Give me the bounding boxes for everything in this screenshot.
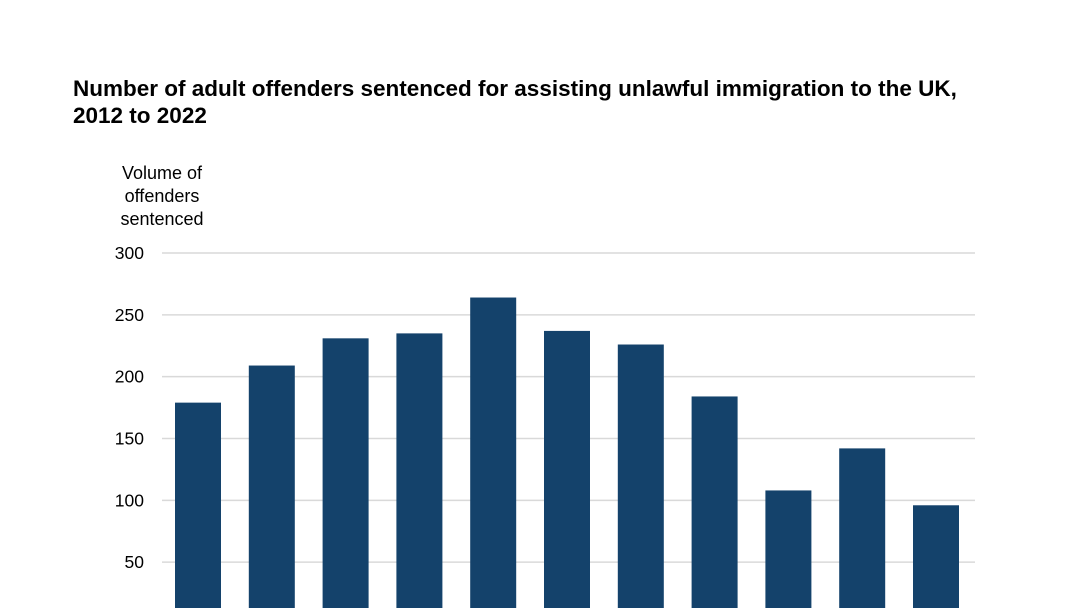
y-tick-label: 250 — [115, 305, 144, 325]
bar — [691, 396, 738, 608]
bar — [175, 402, 221, 608]
bar — [322, 338, 369, 608]
bar — [617, 344, 664, 608]
bar — [248, 365, 295, 608]
bar — [396, 333, 443, 608]
y-tick-label: 150 — [115, 429, 144, 449]
y-axis-label: Volume of offenders sentenced — [120, 163, 204, 229]
bar — [913, 505, 959, 608]
y-tick-label: 300 — [115, 243, 144, 263]
y-tick-label: 50 — [125, 552, 145, 572]
bar — [839, 448, 886, 608]
bar — [470, 297, 517, 608]
bar — [544, 330, 590, 608]
bar — [765, 490, 812, 608]
y-tick-label: 200 — [115, 367, 144, 387]
chart-title: Number of adult offenders sentenced for … — [73, 76, 957, 128]
y-tick-label: 100 — [115, 490, 144, 510]
